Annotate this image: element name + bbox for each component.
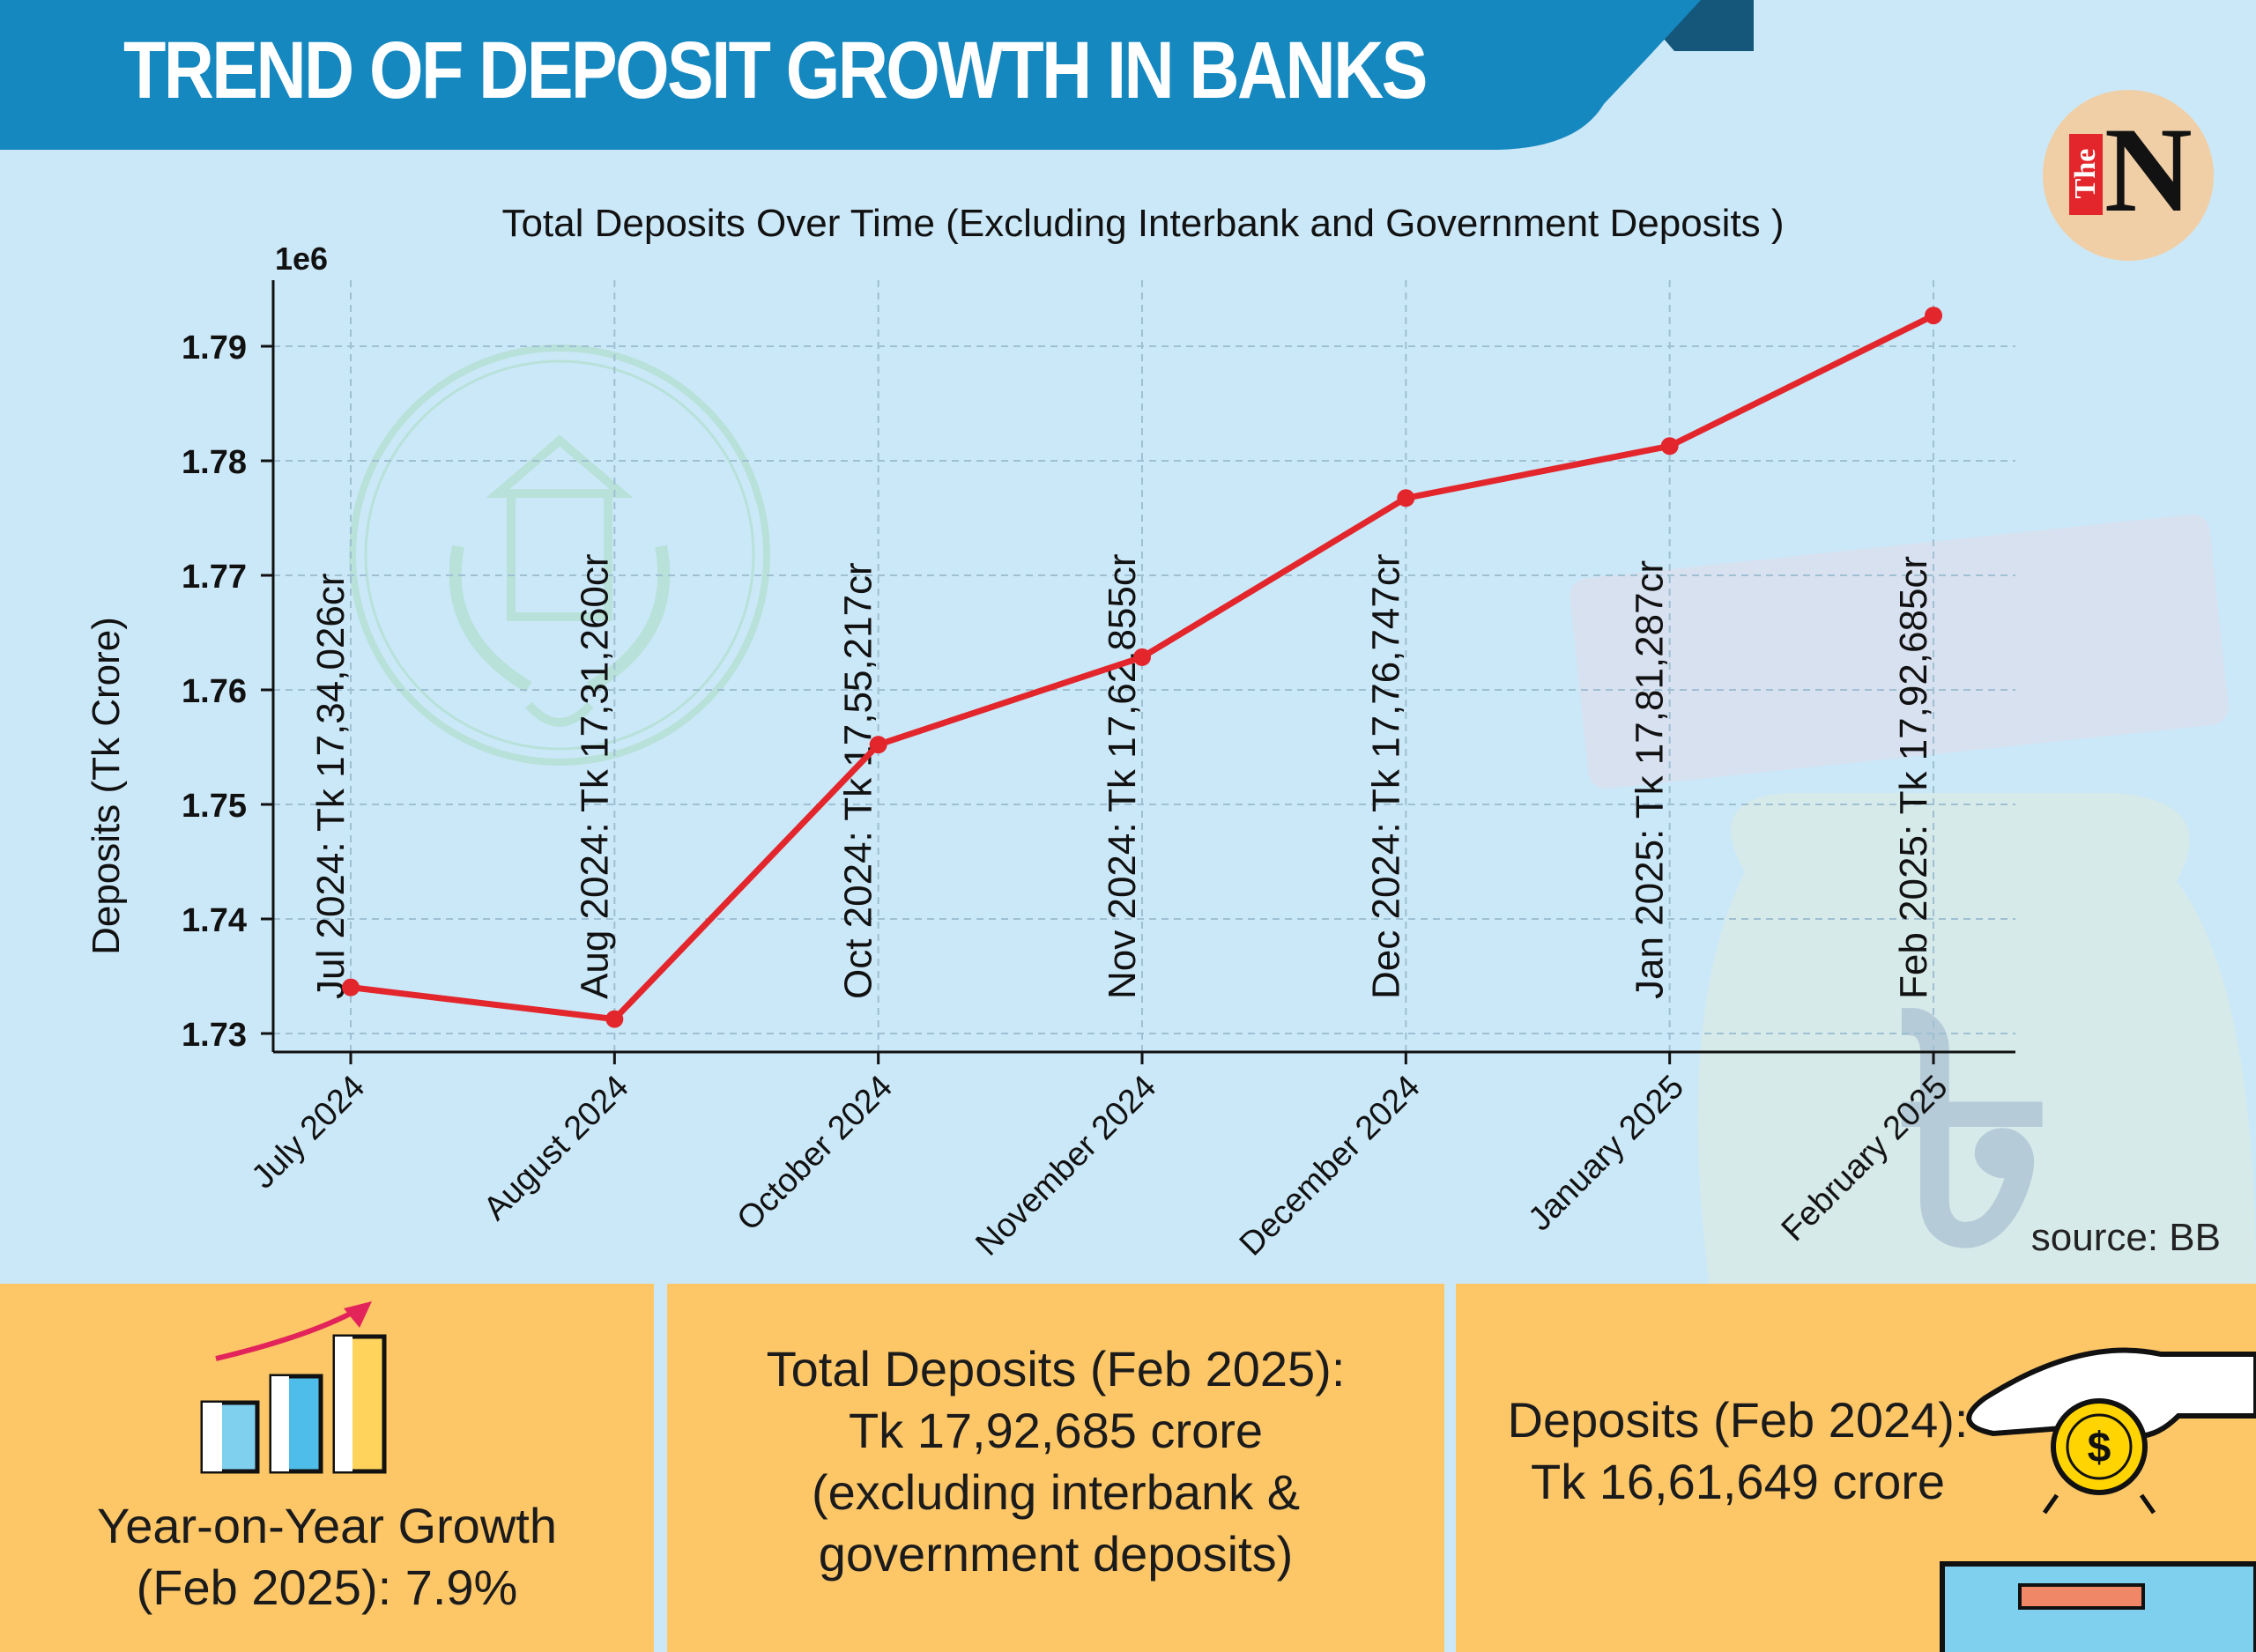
y-scale-label: 1e6 [275,241,328,277]
growth-bars-icon [200,1301,387,1474]
yoy-growth-panel: Year-on-Year Growth (Feb 2025): 7.9% [0,1284,654,1652]
chart-title: Total Deposits Over Time (Excluding Inte… [501,202,1784,245]
x-tick-label: October 2024 [731,1069,901,1239]
logo-the-box: The [2069,134,2103,215]
y-tick-label: 1.78 [182,444,247,481]
data-annotation: Nov 2024: Tk 17,62,855cr [1101,553,1144,999]
data-annotation: Jul 2024: Tk 17,34,026cr [309,573,352,999]
data-annotation: Aug 2024: Tk 17,31,260cr [573,553,616,999]
x-tick-label: January 2025 [1521,1069,1691,1239]
total-deposits-label: Total Deposits (Feb 2025): Tk 17,92,685 … [667,1338,1444,1585]
money-bag-watermark: ৳ [1570,514,2256,1286]
bangladesh-bank-seal-watermark [349,344,770,766]
total-deposits-line3: (excluding interbank & [811,1464,1301,1520]
x-tick-label: August 2024 [477,1069,636,1228]
total-deposits-panel: Total Deposits (Feb 2025): Tk 17,92,685 … [667,1284,1444,1652]
total-deposits-line1: Total Deposits (Feb 2025): [766,1341,1346,1396]
x-tick-label: December 2024 [1233,1069,1428,1263]
data-annotation: Feb 2025: Tk 17,92,685cr [1892,556,1935,999]
data-annotation: Dec 2024: Tk 17,76,747cr [1364,553,1407,999]
x-ticks: July 2024 August 2024 October 2024 November… [245,1052,1955,1263]
data-point [1133,648,1151,666]
data-point [869,736,887,754]
y-axis-title: Deposits (Tk Crore) [85,617,128,955]
previous-deposits-label: Deposits (Feb 2024): Tk 16,61,649 crore [1456,1389,2020,1513]
y-tick-label: 1.76 [182,673,247,710]
banner-title: TREND OF DEPOSIT GROWTH IN BANKS [123,26,1428,115]
grid [273,280,2015,1052]
axes [271,280,2015,1054]
the-n-logo: The N [2043,90,2214,261]
x-tick-label: November 2024 [968,1069,1163,1263]
data-annotation: Jan 2025: Tk 17,81,287cr [1629,560,1672,999]
x-tick-label: July 2024 [245,1069,373,1196]
data-point [1925,307,1942,325]
data-point [605,1010,624,1028]
title-banner [0,0,1754,150]
y-tick-label: 1.79 [182,330,247,367]
deposit-line-chart: ৳ Total Deposits Over Time (Excluding In… [85,202,2256,1286]
data-points [342,307,1942,1028]
yoy-growth-line2: (Feb 2025): 7.9% [136,1559,518,1615]
y-tick-label: 1.75 [182,788,247,825]
total-deposits-line4: government deposits) [818,1526,1294,1582]
data-point [342,978,360,996]
yoy-growth-line1: Year-on-Year Growth [97,1498,557,1553]
data-point [1397,489,1415,507]
banner-blue-shape [0,0,1701,150]
total-deposits-line2: Tk 17,92,685 crore [848,1403,1264,1458]
y-tick-label: 1.74 [182,902,247,939]
previous-deposits-line1: Deposits (Feb 2024): [1507,1392,1969,1448]
yoy-growth-label: Year-on-Year Growth (Feb 2025): 7.9% [0,1495,654,1619]
svg-text:৳: ৳ [1895,956,2052,1286]
y-tick-label: 1.77 [182,559,247,596]
y-ticks: 1.73 1.74 1.75 1.76 1.77 1.78 1.79 [182,330,273,1054]
previous-deposits-panel: Deposits (Feb 2024): Tk 16,61,649 crore … [1456,1284,2256,1652]
data-annotations: Jul 2024: Tk 17,34,026cr Aug 2024: Tk 17,… [309,553,1935,999]
logo-n: N [2104,102,2193,237]
y-tick-label: 1.73 [182,1017,247,1054]
source-credit: source: BB [2030,1216,2221,1259]
svg-text:$: $ [2088,1425,2111,1471]
data-point [1660,437,1679,456]
coin-drop-icon: $ [1940,1347,2256,1652]
previous-deposits-line2: Tk 16,61,649 crore [1530,1454,1946,1509]
